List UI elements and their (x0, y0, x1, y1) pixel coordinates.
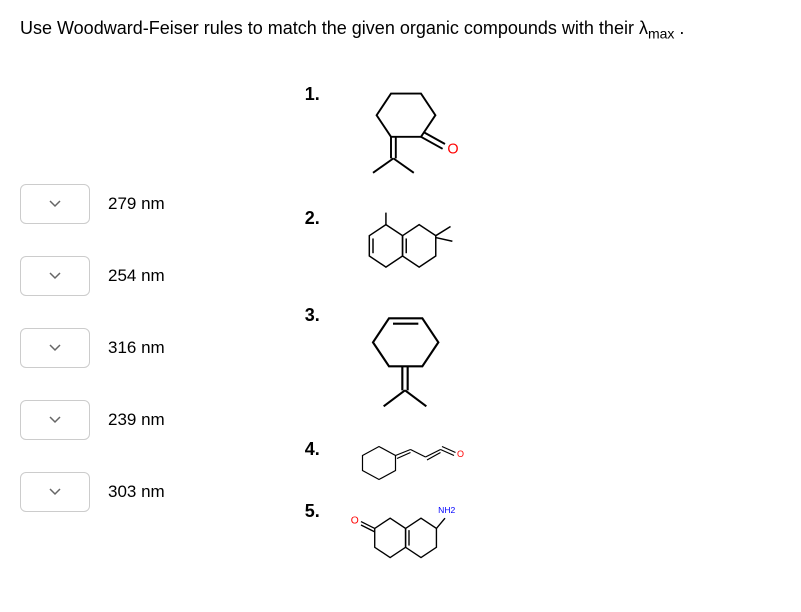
compound-number-3: 3. (305, 305, 325, 326)
structure-1: O (349, 84, 469, 192)
compound-3: 3. (305, 305, 469, 422)
question-prompt: Use Woodward-Feiser rules to match the g… (20, 16, 781, 44)
chevron-down-icon (49, 344, 61, 352)
select-2[interactable] (20, 328, 90, 368)
structure-5: O NH2 (349, 501, 469, 576)
option-label-1: 254 nm (108, 266, 165, 286)
option-label-2: 316 nm (108, 338, 165, 358)
option-label-3: 239 nm (108, 410, 165, 430)
compound-number-2: 2. (305, 208, 325, 229)
structure-2 (349, 208, 469, 289)
compound-number-1: 1. (305, 84, 325, 105)
compound-number-4: 4. (305, 439, 325, 460)
select-0[interactable] (20, 184, 90, 224)
question-after: . (674, 18, 684, 38)
chevron-down-icon (49, 488, 61, 496)
svg-text:O: O (457, 449, 464, 459)
select-3[interactable] (20, 400, 90, 440)
compound-number-5: 5. (305, 501, 325, 522)
question-before: Use Woodward-Feiser rules to match the g… (20, 18, 639, 38)
question-symbol: λ (639, 18, 648, 38)
content-row: 279 nm 254 nm 316 nm 239 nm 303 nm (20, 84, 781, 576)
match-column: 279 nm 254 nm 316 nm 239 nm 303 nm (20, 184, 165, 576)
match-row-2: 316 nm (20, 328, 165, 368)
select-1[interactable] (20, 256, 90, 296)
chevron-down-icon (49, 272, 61, 280)
match-row-4: 303 nm (20, 472, 165, 512)
compound-4: 4. O (305, 439, 469, 486)
chevron-down-icon (49, 416, 61, 424)
compound-1: 1. O (305, 84, 469, 192)
compounds-column: 1. O 2. (305, 84, 469, 576)
option-label-4: 303 nm (108, 482, 165, 502)
structure-4: O (349, 439, 469, 486)
option-label-0: 279 nm (108, 194, 165, 214)
question-subscript: max (648, 26, 674, 42)
match-row-1: 254 nm (20, 256, 165, 296)
svg-text:NH2: NH2 (438, 505, 455, 515)
compound-5: 5. O NH2 (305, 501, 469, 576)
structure-3 (349, 305, 469, 422)
svg-text:O: O (350, 516, 358, 527)
match-row-0: 279 nm (20, 184, 165, 224)
select-4[interactable] (20, 472, 90, 512)
match-row-3: 239 nm (20, 400, 165, 440)
compound-2: 2. (305, 208, 469, 289)
svg-text:O: O (447, 142, 458, 158)
chevron-down-icon (49, 200, 61, 208)
